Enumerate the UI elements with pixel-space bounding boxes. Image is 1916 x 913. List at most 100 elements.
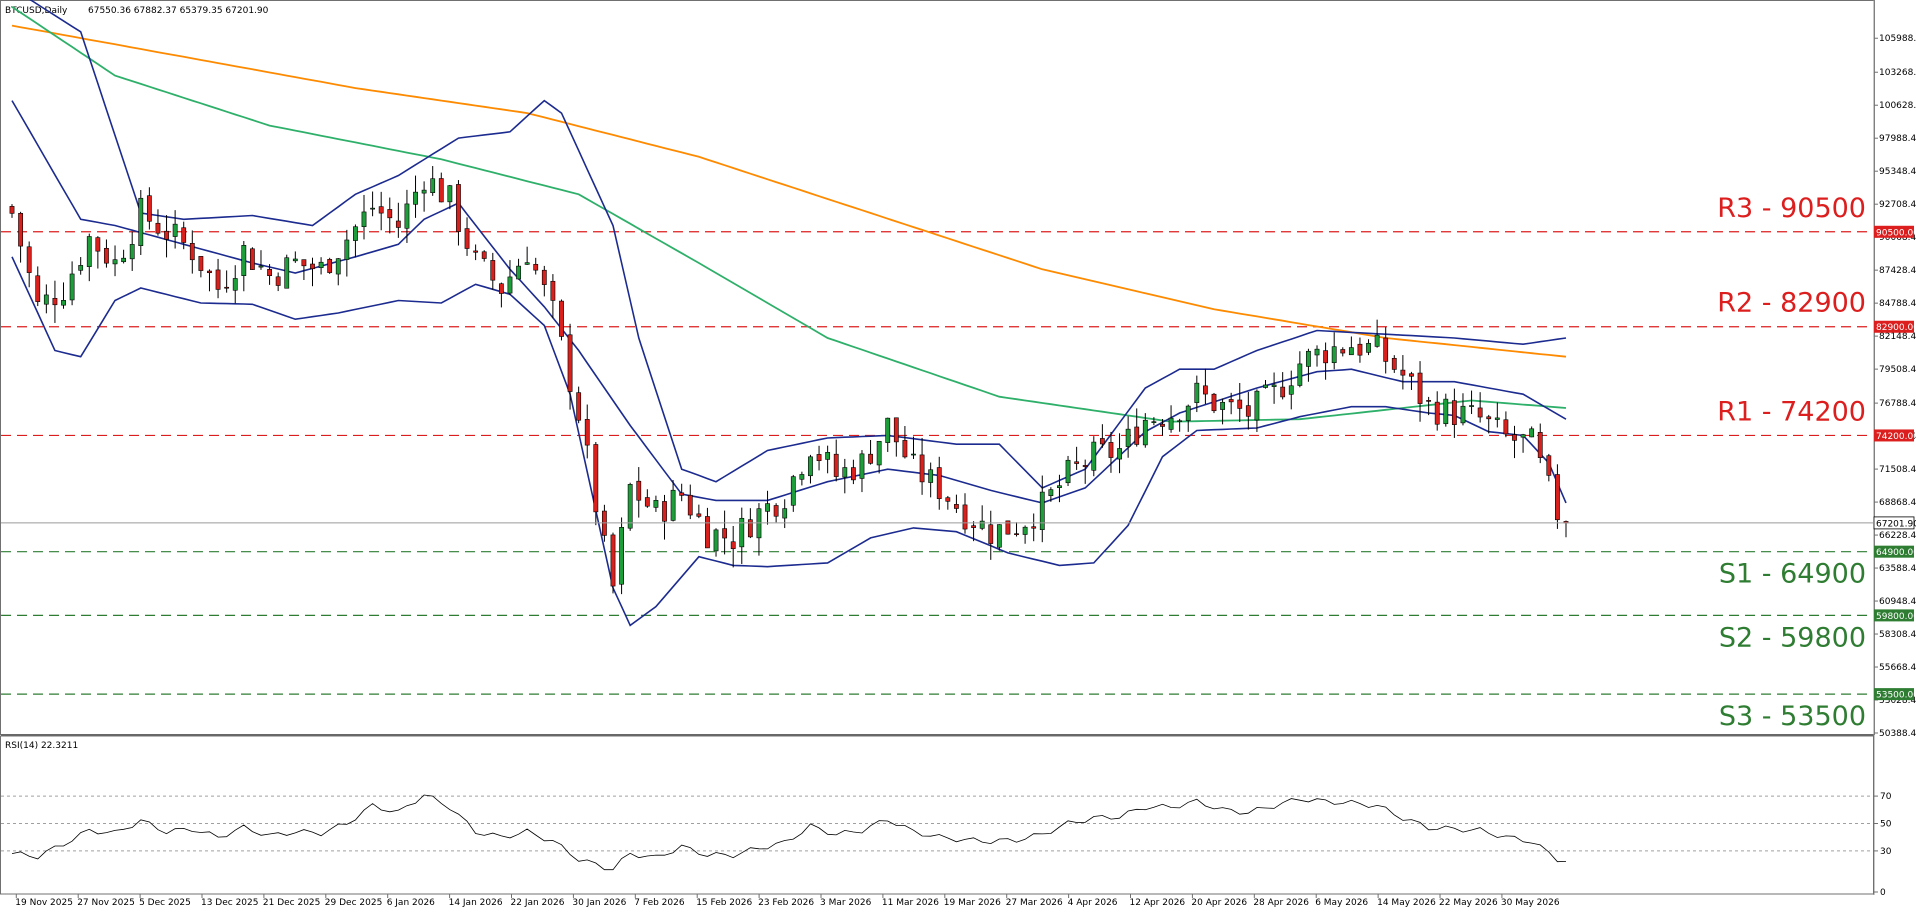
candle-body <box>1005 520 1011 535</box>
candle-body <box>1220 401 1225 410</box>
x-tick-label: 21 Dec 2025 <box>263 898 321 908</box>
level-price-tag-text: 64900.00 <box>1876 548 1916 558</box>
rsi-tick-label: 0 <box>1880 888 1886 898</box>
candle-body <box>1512 434 1517 441</box>
candle-body <box>696 513 702 517</box>
candle-body <box>172 223 178 237</box>
candle-body <box>370 207 375 210</box>
candle-body <box>533 263 539 271</box>
candle-body <box>644 497 650 507</box>
x-tick-label: 13 Dec 2025 <box>201 898 259 908</box>
candle-body <box>1074 461 1080 464</box>
rsi-frame <box>0 735 1874 895</box>
x-tick-label: 14 May 2026 <box>1377 898 1436 908</box>
candle-body <box>773 505 779 517</box>
price-tick-label: 66228.40 <box>1879 531 1916 541</box>
level-label: R1 - 74200 <box>1717 396 1866 427</box>
x-tick-label: 3 Mar 2026 <box>820 898 872 908</box>
candle-body <box>1357 343 1363 356</box>
candle-body <box>687 494 693 516</box>
candle-body <box>241 245 247 276</box>
candle-body <box>61 300 66 306</box>
candle-body <box>893 417 899 443</box>
candle-body <box>224 286 230 289</box>
x-tick-label: 11 Mar 2026 <box>882 898 939 908</box>
indicator-line-ma-orange <box>11 24 1567 358</box>
candle-body <box>1469 405 1474 407</box>
price-tick-label: 58308.40 <box>1879 630 1916 640</box>
level-label: R3 - 90500 <box>1717 193 1866 224</box>
candle-body <box>1031 526 1037 529</box>
x-tick-label: 15 Feb 2026 <box>696 898 752 908</box>
level-label: S3 - 53500 <box>1719 701 1866 732</box>
candle-body <box>1194 382 1200 403</box>
candle-body <box>507 276 513 294</box>
candle-body <box>825 452 831 460</box>
price-tick-label: 53028.40 <box>1879 696 1916 706</box>
candle-body <box>1417 372 1423 404</box>
candle-body <box>1082 465 1088 467</box>
price-tick-label: 97988.40 <box>1879 134 1916 144</box>
candle-body <box>816 454 822 462</box>
candle-body <box>438 178 444 203</box>
candle-body <box>576 392 582 421</box>
candle-body <box>1151 421 1157 423</box>
candle-body <box>1203 385 1208 395</box>
x-tick-label: 7 Feb 2026 <box>634 898 685 908</box>
candle-body <box>885 417 891 443</box>
candle-body <box>1125 428 1131 447</box>
x-tick-label: 12 Apr 2026 <box>1130 898 1186 908</box>
x-tick-label: 22 May 2026 <box>1439 898 1498 908</box>
candle-body <box>413 191 418 205</box>
level-label: R2 - 82900 <box>1717 288 1866 319</box>
level-price-tag <box>1874 225 1914 238</box>
candle-body <box>121 257 127 263</box>
candle-body <box>1297 363 1303 386</box>
price-tick-label: 84788.40 <box>1879 299 1916 309</box>
candle-body <box>1185 405 1191 421</box>
candle-body <box>1065 459 1071 484</box>
candle-body <box>1409 373 1414 377</box>
candle-body <box>1039 491 1045 530</box>
candle-body <box>267 269 272 277</box>
candle-body <box>1494 417 1500 420</box>
candle-body <box>876 440 882 466</box>
candle-body <box>1400 369 1406 376</box>
candle-body <box>541 269 547 285</box>
candle-body <box>902 440 908 458</box>
price-tick-label: 95348.40 <box>1879 167 1916 177</box>
candle-body <box>26 246 32 273</box>
candle-body <box>1460 405 1466 424</box>
candle-body <box>928 469 934 483</box>
candle-body <box>765 503 770 512</box>
level-price-tag-text: 74200.00 <box>1876 432 1916 442</box>
ohlc-header: 67550.36 67882.37 65379.35 67201.90 <box>88 6 269 16</box>
candle-body <box>833 453 839 477</box>
candle-body <box>181 227 187 243</box>
candle-body <box>747 519 753 538</box>
candle-body <box>164 230 169 240</box>
candle-body <box>1288 385 1294 395</box>
indicator-line-bb-lower <box>11 256 1567 627</box>
last-price-tag <box>1873 516 1915 530</box>
indicator-line-ma-green <box>11 6 1567 423</box>
candle-body <box>481 251 487 259</box>
candle-body <box>859 453 865 479</box>
candle-body <box>1263 384 1268 388</box>
candle-body <box>378 206 384 214</box>
candle-body <box>490 260 496 281</box>
candle-body <box>310 263 315 270</box>
rsi-line <box>11 794 1567 871</box>
candle-body <box>498 283 504 294</box>
candle-body <box>18 212 23 247</box>
x-tick-label: 23 Feb 2026 <box>758 898 814 908</box>
candle-body <box>43 294 49 305</box>
candle-body <box>996 524 1002 548</box>
x-tick-label: 29 Dec 2025 <box>325 898 383 908</box>
candle-body <box>78 265 84 271</box>
candle-body <box>619 527 624 585</box>
candle-body <box>1306 350 1311 367</box>
candle-body <box>292 258 298 262</box>
rsi-tick-label: 50 <box>1880 820 1892 830</box>
candle-body <box>361 211 367 228</box>
